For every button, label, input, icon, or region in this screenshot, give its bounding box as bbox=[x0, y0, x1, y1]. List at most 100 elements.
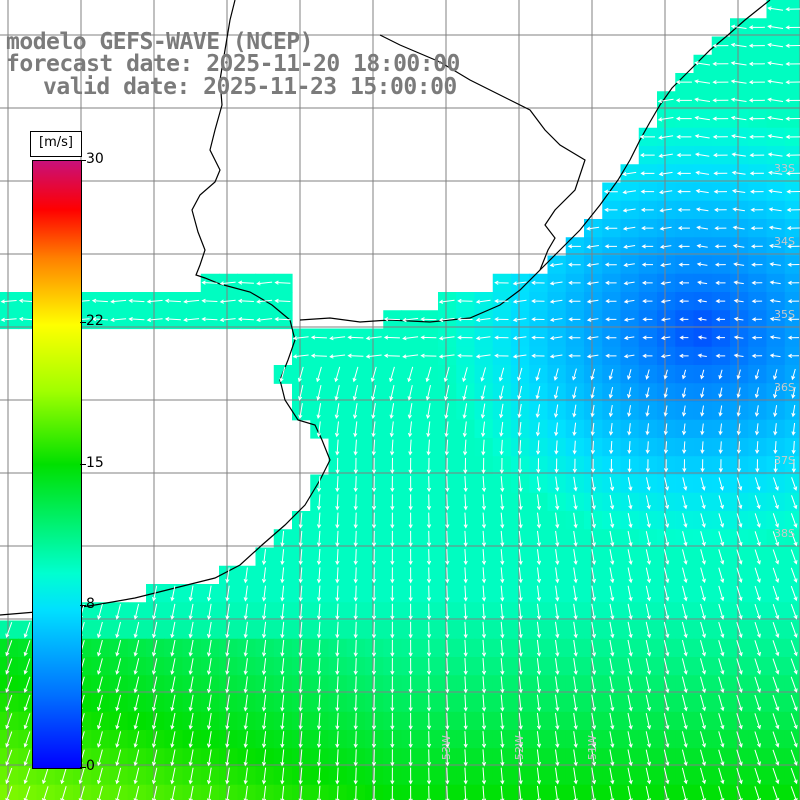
wind-arrow bbox=[769, 335, 781, 340]
wind-arrow bbox=[500, 749, 505, 767]
wind-arrow bbox=[261, 712, 267, 730]
wind-arrow bbox=[353, 457, 358, 474]
wind-arrow bbox=[609, 440, 614, 455]
wind-arrow bbox=[225, 694, 230, 712]
wind-arrow bbox=[790, 713, 798, 730]
wind-arrow bbox=[445, 694, 450, 712]
wind-arrow bbox=[586, 335, 599, 341]
wind-arrow bbox=[663, 767, 670, 785]
wind-arrow bbox=[736, 423, 741, 436]
wind-arrow bbox=[732, 225, 745, 230]
wind-arrow bbox=[663, 694, 670, 712]
wind-arrow bbox=[790, 749, 798, 766]
wind-arrow bbox=[772, 585, 780, 602]
wind-arrow bbox=[316, 603, 322, 621]
wind-arrow bbox=[785, 25, 800, 30]
wind-arrow bbox=[754, 694, 761, 712]
wind-arrow bbox=[609, 512, 615, 529]
wind-arrow bbox=[609, 477, 615, 492]
wind-arrow bbox=[645, 749, 652, 767]
wind-arrow bbox=[604, 225, 618, 231]
wind-arrow bbox=[627, 767, 633, 785]
wind-arrow bbox=[110, 299, 127, 304]
wind-arrow bbox=[5, 658, 13, 675]
wind-arrow bbox=[133, 749, 140, 767]
wind-arrow bbox=[718, 531, 725, 547]
wind-speed-cell bbox=[565, 784, 585, 800]
wind-arrow bbox=[712, 116, 729, 121]
wind-arrow bbox=[390, 512, 395, 529]
wind-arrow bbox=[0, 317, 17, 322]
wind-arrow bbox=[736, 585, 743, 602]
wind-arrow bbox=[627, 676, 633, 694]
wind-arrow bbox=[407, 403, 413, 420]
wind-arrow bbox=[518, 476, 523, 493]
wind-arrow bbox=[353, 549, 358, 566]
wind-arrow bbox=[353, 676, 358, 694]
wind-arrow bbox=[791, 440, 796, 455]
wind-arrow bbox=[790, 567, 798, 583]
wind-arrow bbox=[627, 405, 632, 418]
wind-arrow bbox=[555, 530, 560, 547]
colorbar-tick-mark bbox=[80, 463, 86, 465]
wind-arrow bbox=[536, 440, 541, 455]
wind-arrow bbox=[219, 299, 236, 304]
wind-arrow bbox=[517, 458, 523, 474]
wind-arrow bbox=[609, 530, 615, 547]
wind-arrow bbox=[640, 152, 655, 158]
wind-arrow bbox=[518, 621, 523, 639]
coastline-south-america bbox=[299, 34, 586, 323]
wind-arrow bbox=[371, 585, 377, 602]
wind-arrow bbox=[115, 658, 122, 675]
wind-arrow bbox=[518, 567, 523, 584]
wind-arrow bbox=[733, 353, 744, 358]
wind-arrow bbox=[627, 694, 633, 712]
wind-arrow bbox=[791, 368, 796, 381]
wind-arrow bbox=[463, 621, 468, 639]
wind-arrow bbox=[787, 280, 800, 286]
wind-arrow bbox=[371, 694, 377, 712]
wind-arrow bbox=[170, 621, 176, 639]
wind-arrow bbox=[604, 207, 618, 212]
wind-arrow bbox=[645, 676, 652, 694]
wind-arrow bbox=[206, 676, 212, 694]
wind-arrow bbox=[645, 549, 651, 565]
wind-arrow bbox=[206, 639, 212, 657]
wind-arrow bbox=[768, 225, 782, 230]
wind-arrow bbox=[645, 495, 651, 510]
wind-arrow bbox=[785, 134, 800, 140]
wind-arrow bbox=[627, 549, 633, 566]
wind-arrow bbox=[23, 640, 31, 657]
colorbar-unit-label: [m/s] bbox=[30, 131, 82, 157]
wind-arrow bbox=[697, 298, 707, 303]
wind-arrow bbox=[408, 676, 413, 694]
wind-arrow bbox=[700, 369, 705, 380]
wind-arrow bbox=[555, 603, 560, 620]
wind-arrow bbox=[536, 567, 542, 584]
wind-arrow bbox=[371, 731, 377, 749]
wind-arrow bbox=[736, 749, 743, 766]
wind-speed-cell bbox=[584, 784, 603, 800]
wind-arrow bbox=[5, 767, 13, 785]
wind-arrow bbox=[207, 585, 212, 602]
wind-arrow bbox=[420, 335, 437, 340]
wind-arrow bbox=[481, 621, 487, 639]
wind-arrow bbox=[5, 676, 13, 693]
wind-arrow bbox=[353, 512, 358, 529]
wind-arrow bbox=[97, 658, 103, 675]
wind-arrow bbox=[462, 421, 467, 438]
wind-arrow bbox=[659, 208, 672, 213]
wind-speed-cell bbox=[784, 711, 800, 731]
wind-arrow bbox=[97, 712, 103, 730]
wind-arrow bbox=[536, 639, 542, 657]
wind-arrow bbox=[790, 767, 798, 785]
wind-arrow bbox=[790, 658, 798, 675]
wind-arrow bbox=[568, 280, 581, 285]
wind-arrow bbox=[371, 403, 376, 420]
wind-arrow bbox=[371, 530, 377, 547]
wind-arrow bbox=[353, 639, 358, 657]
wind-arrow bbox=[754, 531, 761, 547]
wind-arrow bbox=[567, 244, 581, 249]
wind-arrow bbox=[480, 385, 486, 401]
wind-arrow bbox=[517, 367, 523, 382]
